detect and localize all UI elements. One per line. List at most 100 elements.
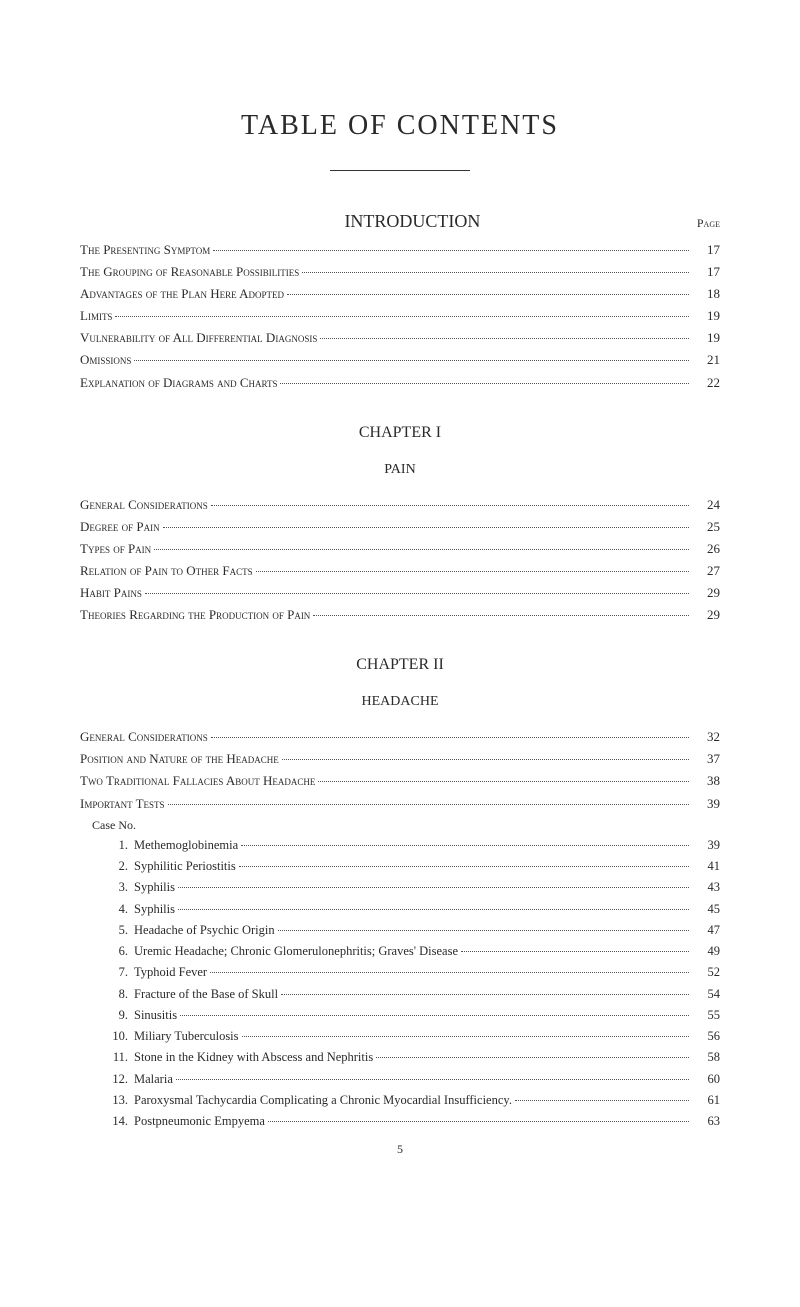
toc-entry-page: 18 [692, 283, 720, 305]
chapter1-section: General Considerations 24 Degree of Pain… [80, 494, 720, 627]
toc-entry: Types of Pain 26 [80, 538, 720, 560]
toc-entry-label: Limits [80, 305, 112, 327]
toc-entry-page: 29 [692, 604, 720, 626]
case-entry: 5. Headache of Psychic Origin 47 [80, 920, 720, 941]
toc-entry: General Considerations 24 [80, 494, 720, 516]
toc-leader-dots [268, 1121, 689, 1122]
toc-entry-page: 19 [692, 305, 720, 327]
toc-leader-dots [241, 845, 689, 846]
toc-entry: Limits 19 [80, 305, 720, 327]
case-entry: 2. Syphilitic Periostitis 41 [80, 856, 720, 877]
case-entry-page: 47 [692, 920, 720, 941]
toc-entry-page: 24 [692, 494, 720, 516]
case-entry-page: 52 [692, 962, 720, 983]
toc-leader-dots [211, 737, 689, 738]
toc-leader-dots [176, 1079, 689, 1080]
toc-leader-dots [239, 866, 689, 867]
toc-entry-label: Important Tests [80, 793, 165, 815]
toc-entry-label: Types of Pain [80, 538, 151, 560]
case-entry-label: Methemoglobinemia [134, 835, 238, 856]
case-entry-num: 14. [112, 1111, 134, 1132]
case-entry-num: 5. [112, 920, 134, 941]
title-divider [330, 170, 470, 171]
toc-entry-page: 29 [692, 582, 720, 604]
toc-entry-label: The Grouping of Reasonable Possibilities [80, 261, 299, 283]
toc-entry: Omissions 21 [80, 349, 720, 371]
chapter1-heading: CHAPTER I [80, 424, 720, 442]
toc-leader-dots [163, 527, 689, 528]
toc-leader-dots [134, 360, 689, 361]
case-entry: 9. Sinusitis 55 [80, 1005, 720, 1026]
case-entry-num: 13. [112, 1090, 134, 1111]
chapter2-subheading: HEADACHE [80, 694, 720, 710]
chapter2-heading: CHAPTER II [80, 656, 720, 674]
case-entry-page: 45 [692, 899, 720, 920]
toc-entry-page: 27 [692, 560, 720, 582]
toc-leader-dots [376, 1057, 689, 1058]
case-entry: 4. Syphilis 45 [80, 899, 720, 920]
case-entry-page: 60 [692, 1069, 720, 1090]
toc-entry-page: 22 [692, 372, 720, 394]
case-entry-num: 12. [112, 1069, 134, 1090]
toc-entry: Degree of Pain 25 [80, 516, 720, 538]
case-entry: 6. Uremic Headache; Chronic Glomerulonep… [80, 941, 720, 962]
toc-entry-label: Position and Nature of the Headache [80, 748, 279, 770]
case-entry-label: Paroxysmal Tachycardia Complicating a Ch… [134, 1090, 512, 1111]
case-entry-num: 9. [112, 1005, 134, 1026]
toc-entry: Position and Nature of the Headache 37 [80, 748, 720, 770]
toc-entry-label: Habit Pains [80, 582, 142, 604]
introduction-heading: INTRODUCTION [80, 211, 697, 232]
toc-leader-dots [320, 338, 689, 339]
toc-entry-page: 38 [692, 770, 720, 792]
case-entry-page: 54 [692, 984, 720, 1005]
toc-leader-dots [178, 909, 689, 910]
toc-entry-label: Advantages of the Plan Here Adopted [80, 283, 284, 305]
case-entry-page: 56 [692, 1026, 720, 1047]
toc-leader-dots [282, 759, 689, 760]
toc-leader-dots [515, 1100, 689, 1101]
toc-leader-dots [211, 505, 689, 506]
toc-leader-dots [461, 951, 689, 952]
case-entry-label: Miliary Tuberculosis [134, 1026, 239, 1047]
toc-entry-label: Vulnerability of All Differential Diagno… [80, 327, 317, 349]
case-no-text: Case No. [92, 815, 136, 835]
case-entry: 11. Stone in the Kidney with Abscess and… [80, 1047, 720, 1068]
toc-entry-page: 26 [692, 538, 720, 560]
toc-leader-dots [168, 804, 689, 805]
page-column-label: Page [697, 216, 720, 231]
toc-entry-page: 17 [692, 261, 720, 283]
case-entry-num: 11. [112, 1047, 134, 1068]
toc-leader-dots [145, 593, 689, 594]
toc-entry-label: Relation of Pain to Other Facts [80, 560, 253, 582]
toc-entry-page: 32 [692, 726, 720, 748]
case-entry-label: Fracture of the Base of Skull [134, 984, 278, 1005]
toc-entry: Habit Pains 29 [80, 582, 720, 604]
case-entry-page: 58 [692, 1047, 720, 1068]
toc-leader-dots [313, 615, 689, 616]
case-entry-label: Headache of Psychic Origin [134, 920, 275, 941]
toc-entry: General Considerations 32 [80, 726, 720, 748]
toc-leader-dots [287, 294, 689, 295]
document-title: TABLE OF CONTENTS [80, 110, 720, 142]
case-entry-num: 7. [112, 962, 134, 983]
toc-entry-page: 21 [692, 349, 720, 371]
case-entry: 13. Paroxysmal Tachycardia Complicating … [80, 1090, 720, 1111]
toc-entry: The Presenting Symptom 17 [80, 239, 720, 261]
toc-entry-label: Explanation of Diagrams and Charts [80, 372, 277, 394]
case-entry-num: 6. [112, 941, 134, 962]
toc-leader-dots [213, 250, 689, 251]
toc-leader-dots [154, 549, 689, 550]
toc-entry-page: 17 [692, 239, 720, 261]
case-entry-page: 61 [692, 1090, 720, 1111]
toc-entry-label: General Considerations [80, 494, 208, 516]
chapter2-section: General Considerations 32 Position and N… [80, 726, 720, 1132]
toc-leader-dots [178, 887, 689, 888]
case-entry: 3. Syphilis 43 [80, 877, 720, 898]
case-entry-num: 4. [112, 899, 134, 920]
case-entry-page: 55 [692, 1005, 720, 1026]
toc-leader-dots [115, 316, 689, 317]
toc-entry-page: 25 [692, 516, 720, 538]
case-entry-label: Malaria [134, 1069, 173, 1090]
toc-entry-page: 19 [692, 327, 720, 349]
toc-entry-page: 39 [692, 793, 720, 815]
